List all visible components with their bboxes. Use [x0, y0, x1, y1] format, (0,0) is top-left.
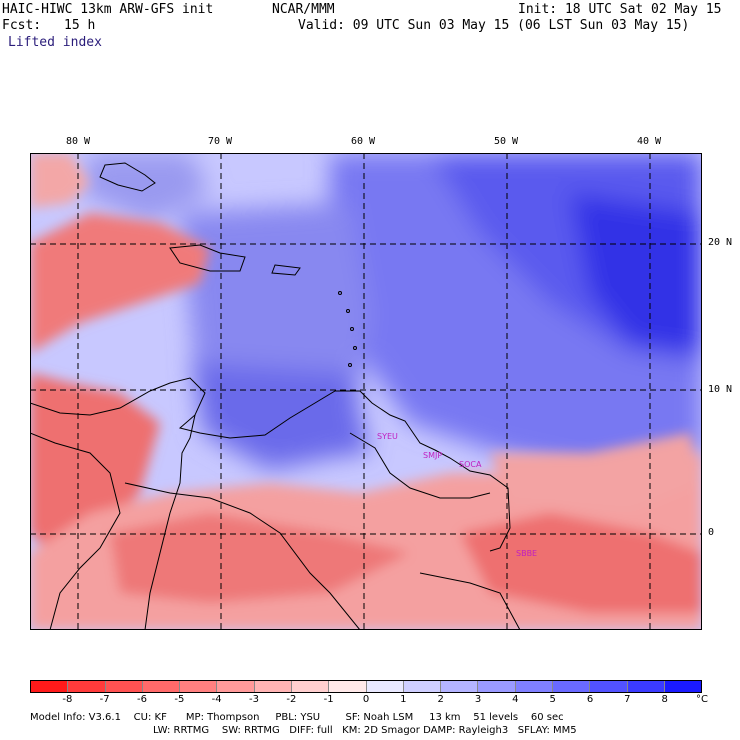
lifted-index-map — [30, 153, 702, 630]
station-sbbe: SBBE — [516, 549, 538, 558]
colorbar-tick-label: 8 — [661, 694, 668, 705]
lat-label-20n: 20 N — [708, 237, 733, 248]
colorbar-segment — [180, 681, 218, 692]
colorbar-tick-label: 3 — [474, 694, 482, 705]
init-time: Init: 18 UTC Sat 02 May 15 — [518, 2, 722, 17]
colorbar-segment — [590, 681, 628, 692]
lon-label-70w: 70 W — [208, 136, 233, 147]
colorbar-segment — [366, 681, 404, 692]
colorbar-segment — [403, 681, 442, 692]
model-info-line1: Model Info: V3.6.1 CU: KF MP: Thompson P… — [30, 712, 564, 723]
lat-label-0: 0 — [708, 527, 715, 538]
lat-label-10n: 10 N — [708, 384, 733, 395]
colorbar-segment — [142, 681, 181, 692]
org-label: NCAR/MMM — [272, 2, 335, 17]
colorbar-tick-label: -1 — [323, 694, 334, 705]
station-syeu: SYEU — [377, 432, 398, 441]
colorbar-tick-label: -2 — [286, 694, 297, 705]
colorbar-segment — [31, 681, 69, 692]
colorbar-tick-label: -7 — [99, 694, 110, 705]
forecast-hours: 15 h — [64, 18, 96, 33]
colorbar-tick-label: 5 — [549, 694, 556, 705]
colorbar-segment — [329, 681, 367, 692]
colorbar-segment — [105, 681, 143, 692]
colorbar-segment — [515, 681, 553, 692]
colorbar-segment — [552, 681, 591, 692]
colorbar-tick-label: 1 — [400, 694, 407, 705]
colorbar-segment — [68, 681, 106, 692]
colorbar-segment — [291, 681, 330, 692]
colorbar-tick-label: -6 — [137, 694, 147, 705]
colorbar-segment — [217, 681, 255, 692]
colorbar-unit: °C — [696, 694, 708, 705]
model-info-line2: LW: RRTMG SW: RRTMG DIFF: full KM: 2D Sm… — [153, 725, 577, 736]
station-soca: SOCA — [459, 460, 482, 469]
lon-label-80w: 80 W — [66, 136, 91, 147]
colorbar-segment — [627, 681, 665, 692]
colorbar-tick-label: -3 — [249, 694, 259, 705]
lon-label-50w: 50 W — [494, 136, 519, 147]
colorbar-tick-label: -5 — [174, 694, 185, 705]
station-smjp: SMJP — [423, 451, 443, 460]
colorbar-segment — [254, 681, 292, 692]
colorbar-tick-label: 7 — [624, 694, 631, 705]
colorbar-tick-label: -8 — [62, 694, 73, 705]
colorbar-tick-label: -4 — [211, 694, 222, 705]
colorbar-segment — [478, 681, 516, 692]
lon-label-40w: 40 W — [637, 136, 662, 147]
colorbar-tick-label: 6 — [586, 694, 594, 705]
model-title: HAIC-HIWC 13km ARW-GFS init — [2, 2, 214, 17]
colorbar-tick-label: 4 — [512, 694, 519, 705]
lon-label-60w: 60 W — [351, 136, 376, 147]
colorbar — [30, 680, 702, 693]
colorbar-segment — [441, 681, 479, 692]
forecast-label: Fcst: — [2, 18, 42, 33]
colorbar-tick-label: 2 — [437, 694, 444, 705]
colorbar-tick-label: 0 — [362, 694, 370, 705]
valid-time: Valid: 09 UTC Sun 03 May 15 (06 LST Sun … — [298, 18, 690, 33]
field-name: Lifted index — [8, 35, 102, 50]
colorbar-segment — [664, 681, 702, 692]
